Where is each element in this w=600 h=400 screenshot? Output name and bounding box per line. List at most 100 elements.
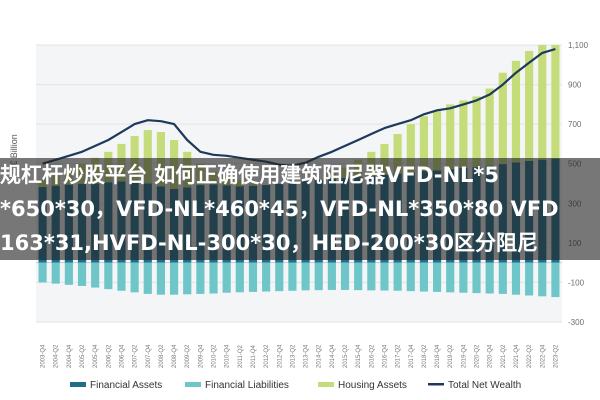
bar-financial-liabilities bbox=[222, 262, 231, 293]
x-tick-label: 2009-Q4 bbox=[198, 344, 204, 368]
bar-financial-liabilities bbox=[406, 262, 415, 292]
legend-label-housing-assets: Housing Assets bbox=[338, 380, 407, 391]
x-tick-label: 2018-Q4 bbox=[435, 344, 441, 368]
bar-housing-assets bbox=[419, 116, 429, 172]
legend-label-total-net-wealth: Total Net Wealth bbox=[448, 380, 521, 391]
x-tick-label: 2003-Q4 bbox=[41, 344, 47, 368]
x-tick-label: 2023-Q2 bbox=[553, 344, 559, 368]
bar-financial-liabilities bbox=[301, 262, 310, 291]
x-tick-label: 2005-Q4 bbox=[93, 344, 99, 368]
bar-financial-liabilities bbox=[248, 262, 258, 292]
bar-financial-liabilities bbox=[209, 262, 218, 294]
bar-housing-assets bbox=[406, 124, 415, 173]
bar-financial-liabilities bbox=[446, 262, 455, 293]
x-tick-label: 2017-Q2 bbox=[396, 344, 402, 368]
bar-financial-liabilities bbox=[538, 262, 547, 297]
bar-financial-liabilities bbox=[327, 262, 336, 290]
x-tick-label: 2007-Q4 bbox=[146, 344, 152, 368]
bar-financial-liabilities bbox=[314, 262, 323, 291]
x-tick-label: 2021-Q4 bbox=[514, 344, 520, 368]
x-tick-label: 2010-Q4 bbox=[225, 344, 231, 368]
x-tick-label: 2008-Q2 bbox=[159, 344, 165, 368]
bar-housing-assets bbox=[143, 130, 152, 184]
x-tick-label: 2020-Q2 bbox=[475, 344, 481, 368]
x-tick-label: 2010-Q2 bbox=[212, 344, 218, 368]
bar-financial-liabilities bbox=[432, 262, 442, 292]
x-tick-label: 2016-Q4 bbox=[382, 344, 388, 368]
legend: Financial Assets Financial Liabilities H… bbox=[70, 380, 521, 391]
x-tick-label: 2004-Q4 bbox=[67, 344, 73, 368]
legend-item-housing-assets[interactable]: Housing Assets bbox=[318, 380, 407, 391]
y-tick-label: 1,100 bbox=[568, 41, 589, 50]
overlay-line-2: *650*30，VFD-NL*460*45，VFD-NL*350*80 VFD bbox=[0, 192, 600, 226]
bar-housing-assets bbox=[511, 60, 521, 163]
bar-housing-assets bbox=[472, 96, 481, 168]
bar-housing-assets bbox=[485, 88, 494, 166]
x-tick-label: 2017-Q4 bbox=[409, 344, 415, 368]
legend-swatch-housing-assets bbox=[318, 382, 334, 387]
bar-financial-liabilities bbox=[91, 262, 100, 288]
x-tick-labels: 2003-Q4 2004-Q2 2004-Q4 2005-Q2 2005-Q4 2006-… bbox=[41, 344, 560, 368]
y-tick-label: -300 bbox=[568, 318, 585, 327]
bar-financial-liabilities bbox=[196, 262, 205, 294]
x-tick-label: 2014-Q2 bbox=[317, 344, 323, 368]
bar-financial-liabilities bbox=[117, 262, 126, 291]
x-tick-label: 2016-Q2 bbox=[369, 344, 375, 368]
legend-item-total-net-wealth[interactable]: Total Net Wealth bbox=[428, 380, 521, 391]
bar-financial-liabilities bbox=[64, 262, 73, 285]
bar-financial-liabilities bbox=[104, 262, 113, 290]
y-tick-label: 900 bbox=[568, 81, 582, 90]
bar-financial-liabilities bbox=[262, 262, 271, 292]
x-tick-label: 2015-Q4 bbox=[356, 344, 362, 368]
x-tick-label: 2006-Q2 bbox=[106, 344, 112, 368]
x-tick-label: 2008-Q4 bbox=[172, 344, 178, 368]
bar-housing-assets bbox=[459, 100, 468, 169]
bar-financial-liabilities bbox=[51, 262, 60, 284]
bar-financial-liabilities bbox=[235, 262, 244, 293]
y-axis-label: € Billion bbox=[9, 134, 19, 166]
legend-swatch-financial-liabilities bbox=[185, 382, 201, 387]
overlay-line-1: 规杠杆炒股平台 如何正确使用建筑阻尼器VFD-NL*5 bbox=[0, 158, 600, 192]
bar-financial-liabilities bbox=[525, 262, 534, 296]
x-tick-label: 2009-Q2 bbox=[185, 344, 191, 368]
legend-item-financial-liabilities[interactable]: Financial Liabilities bbox=[185, 380, 289, 391]
x-tick-label: 2019-Q2 bbox=[448, 344, 454, 368]
x-tick-label: 2020-Q4 bbox=[488, 344, 494, 368]
bar-financial-liabilities bbox=[183, 262, 192, 295]
bar-financial-liabilities bbox=[485, 262, 494, 294]
legend-item-financial-assets[interactable]: Financial Assets bbox=[70, 380, 162, 391]
x-tick-label: 2022-Q2 bbox=[527, 344, 533, 368]
x-tick-label: 2013-Q2 bbox=[290, 344, 296, 368]
bar-housing-assets bbox=[393, 134, 402, 174]
x-tick-label: 2013-Q4 bbox=[304, 344, 310, 368]
overlay-line-3: 163*31,HVFD-NL-300*30，HED-200*30区分阻尼 bbox=[0, 226, 600, 260]
y-tick-label: -100 bbox=[568, 278, 585, 287]
legend-swatch-financial-assets bbox=[70, 382, 86, 387]
bar-financial-liabilities bbox=[38, 262, 47, 283]
bar-financial-liabilities bbox=[419, 262, 429, 292]
bar-financial-liabilities bbox=[511, 262, 521, 295]
bar-financial-liabilities bbox=[156, 262, 166, 295]
legend-swatch-total-net-wealth bbox=[428, 383, 444, 386]
y-tick-label: 700 bbox=[568, 120, 582, 129]
x-tick-label: 2005-Q2 bbox=[80, 344, 86, 368]
bar-financial-liabilities bbox=[498, 262, 507, 294]
bar-financial-liabilities bbox=[130, 262, 139, 293]
bar-financial-liabilities bbox=[367, 262, 376, 291]
x-tick-label: 2007-Q2 bbox=[133, 344, 139, 368]
x-tick-label: 2014-Q4 bbox=[330, 344, 336, 368]
bar-financial-liabilities bbox=[143, 262, 152, 294]
bar-housing-assets bbox=[432, 110, 442, 171]
bar-financial-liabilities bbox=[275, 262, 284, 292]
x-tick-label: 2015-Q2 bbox=[343, 344, 349, 368]
x-tick-label: 2012-Q2 bbox=[264, 344, 270, 368]
bar-financial-liabilities bbox=[393, 262, 402, 291]
bar-housing-assets bbox=[525, 50, 534, 161]
bar-financial-liabilities bbox=[551, 262, 560, 298]
x-tick-label: 2022-Q4 bbox=[540, 344, 546, 368]
x-tick-label: 2012-Q4 bbox=[277, 344, 283, 368]
x-tick-label: 2018-Q2 bbox=[422, 344, 428, 368]
article-title-overlay: 规杠杆炒股平台 如何正确使用建筑阻尼器VFD-NL*5 *650*30，VFD-… bbox=[0, 158, 600, 260]
x-tick-label: 2011-Q2 bbox=[238, 344, 244, 368]
